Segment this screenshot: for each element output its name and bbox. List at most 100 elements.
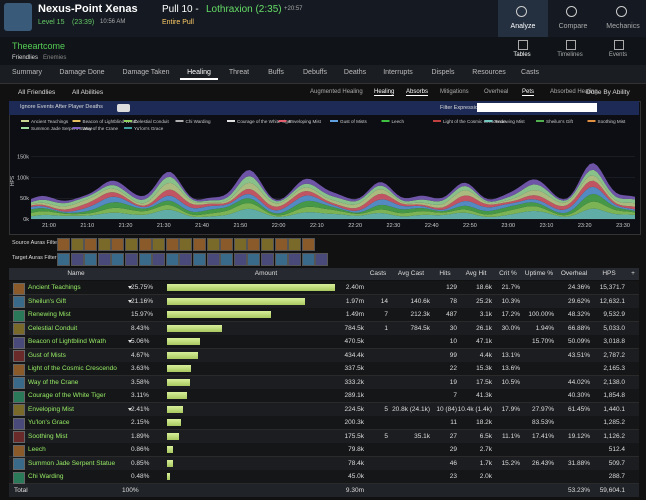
aura-icon[interactable] — [152, 253, 166, 266]
view-tab[interactable]: Events — [608, 52, 628, 58]
mode-tab[interactable]: Augmented Healing — [310, 89, 363, 95]
aura-icon[interactable] — [70, 253, 84, 266]
aura-icon[interactable] — [247, 238, 261, 251]
mode-tab[interactable]: Pets — [522, 89, 535, 96]
tab[interactable]: Debuffs — [303, 69, 327, 76]
aura-icon[interactable] — [206, 238, 220, 251]
aura-icon[interactable] — [233, 253, 247, 266]
aura-icon[interactable] — [288, 253, 302, 266]
tab[interactable]: Damage Taken — [122, 69, 170, 76]
spell-icon — [13, 282, 25, 295]
tab[interactable]: Summary — [12, 69, 42, 76]
aura-icon[interactable] — [206, 253, 220, 266]
tab[interactable]: Casts — [521, 69, 539, 76]
aura-icon[interactable] — [84, 238, 98, 251]
aura-icon[interactable] — [179, 253, 193, 266]
aura-icon[interactable] — [125, 238, 138, 251]
aura-icon[interactable] — [220, 253, 234, 266]
mode-tab[interactable]: Healing — [374, 89, 395, 96]
column-header[interactable]: Hits — [439, 270, 451, 277]
aura-icon[interactable] — [274, 253, 288, 266]
nav-item[interactable]: Mechanics — [606, 23, 640, 30]
column-header[interactable]: Overheal — [560, 270, 588, 277]
aura-icon[interactable] — [70, 238, 84, 251]
spell-icon — [13, 336, 25, 349]
expand-caret[interactable] — [128, 340, 132, 343]
tab[interactable]: Threat — [228, 69, 250, 76]
expand-caret[interactable] — [128, 286, 132, 289]
column-header[interactable]: Avg Cast — [397, 270, 425, 277]
x-tick-label: 21:30 — [157, 223, 171, 229]
tab[interactable]: Healing — [180, 69, 218, 80]
nav-item[interactable]: Analyze — [510, 23, 536, 30]
legend-swatch — [536, 120, 544, 122]
cell: 23 — [449, 473, 457, 480]
group-tab[interactable]: Enemies — [43, 55, 67, 61]
ignore-toggle[interactable] — [117, 104, 130, 112]
mode-tab[interactable]: Mitigations — [440, 89, 469, 95]
aura-icon[interactable] — [274, 238, 288, 251]
y-tick-label: 100k — [17, 175, 29, 181]
aura-icon[interactable] — [247, 253, 261, 266]
aura-icon[interactable] — [97, 238, 111, 251]
column-header[interactable]: + — [631, 270, 635, 277]
view-tab[interactable]: Timelines — [557, 52, 583, 58]
y-tick-label: 0k — [23, 217, 29, 223]
ability-filter[interactable]: All Abilities — [72, 89, 104, 96]
aura-icon[interactable] — [125, 253, 138, 266]
tab[interactable]: Dispels — [431, 69, 455, 76]
column-header[interactable]: Avg Hit — [465, 270, 487, 277]
cell: 1.7k — [479, 459, 492, 467]
aura-icon[interactable] — [84, 253, 98, 266]
aura-icon[interactable] — [152, 238, 166, 251]
mode-tab[interactable]: Absorbed Healing — [550, 89, 598, 95]
view-tab[interactable]: Tables — [513, 52, 531, 58]
mode-tab[interactable]: Absorbs — [406, 89, 429, 96]
column-header[interactable]: Casts — [369, 270, 387, 277]
x-tick-label: 21:40 — [195, 223, 209, 229]
column-header[interactable]: HPS — [602, 270, 616, 277]
aura-icon[interactable] — [138, 253, 152, 266]
aura-icon[interactable] — [261, 253, 274, 266]
aura-icon[interactable] — [288, 238, 302, 251]
aura-icon[interactable] — [165, 253, 179, 266]
aura-icon[interactable] — [165, 238, 179, 251]
tab[interactable]: Buffs — [268, 69, 284, 76]
expression-input[interactable] — [477, 103, 597, 112]
expand-caret[interactable] — [128, 299, 132, 303]
expand-caret[interactable] — [128, 407, 132, 411]
aura-icon[interactable] — [111, 253, 125, 266]
cell: 35.1k — [414, 432, 430, 440]
aura-icon[interactable] — [301, 238, 315, 251]
aura-icon[interactable] — [261, 238, 274, 251]
aura-icon[interactable] — [97, 253, 111, 266]
tab[interactable]: Interrupts — [383, 69, 413, 76]
aura-icon[interactable] — [315, 253, 329, 266]
cell: 83.53% — [531, 419, 554, 426]
tab[interactable]: Damage Done — [59, 69, 105, 76]
aura-icon[interactable] — [57, 253, 70, 266]
column-header[interactable]: Uptime % — [524, 270, 554, 277]
aura-icon[interactable] — [193, 238, 206, 251]
aura-icon[interactable] — [193, 253, 206, 266]
aura-icon[interactable] — [220, 238, 234, 251]
name-cell: Chi Warding — [28, 473, 64, 480]
source-filter[interactable]: All Friendlies — [18, 89, 56, 96]
aura-icon[interactable] — [57, 238, 70, 251]
aura-icon[interactable] — [111, 238, 125, 251]
group-by[interactable]: Done By Ability — [586, 89, 630, 96]
tab[interactable]: Resources — [472, 69, 506, 76]
column-header[interactable]: Crit % — [499, 270, 517, 277]
column-header[interactable]: Amount — [254, 270, 278, 277]
mode-tab[interactable]: Overheal — [484, 89, 509, 95]
amount-bar — [167, 338, 200, 345]
tab[interactable]: Deaths — [343, 69, 367, 76]
nav-item[interactable]: Compare — [558, 23, 588, 30]
aura-icon[interactable] — [301, 253, 315, 266]
nav-icon — [616, 6, 627, 17]
aura-icon[interactable] — [179, 238, 193, 251]
aura-icon[interactable] — [233, 238, 247, 251]
aura-icon[interactable] — [138, 238, 152, 251]
column-header[interactable]: Name — [67, 270, 85, 277]
group-tab[interactable]: Friendlies — [12, 55, 39, 61]
